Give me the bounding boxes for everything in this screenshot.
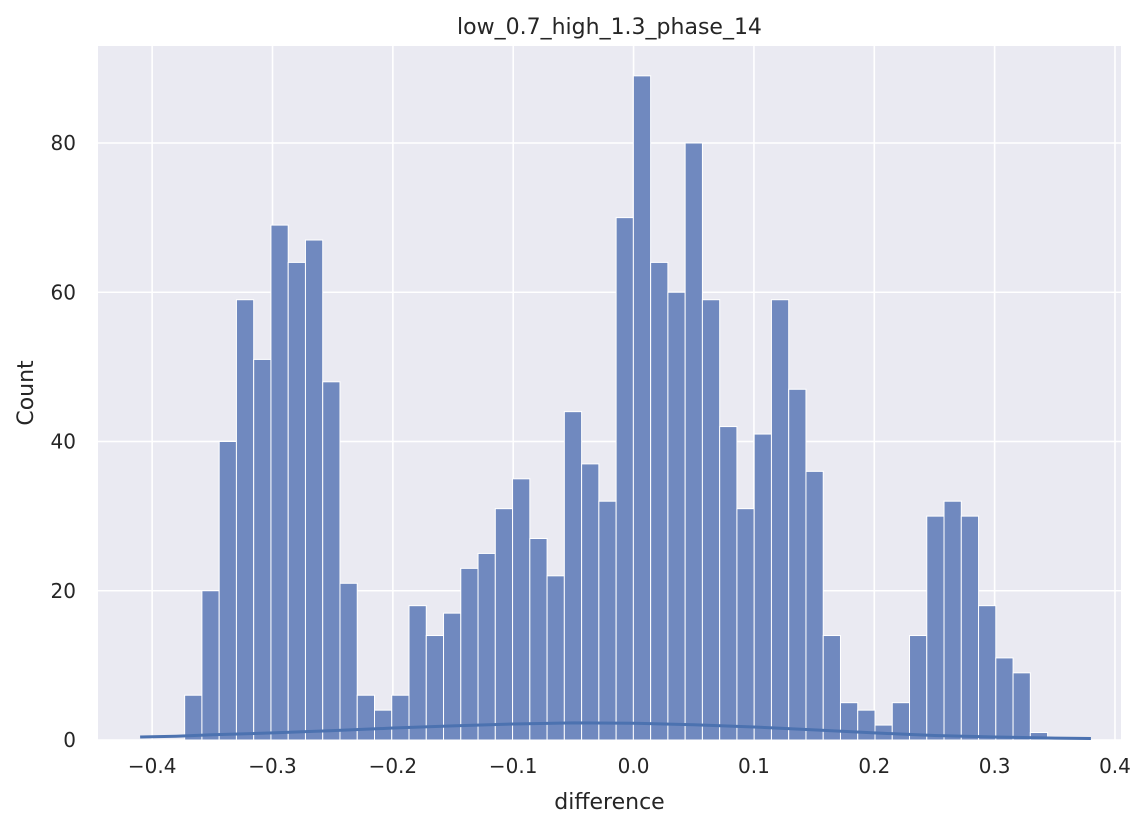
histogram-bar [995,657,1014,741]
histogram-bar [512,478,531,741]
histogram-bar [909,635,928,741]
histogram-bar [943,500,962,741]
histogram-bar [650,261,669,741]
histogram-bar [788,388,807,741]
x-tick-label: −0.4 [128,754,177,778]
histogram-bar [719,426,738,741]
histogram-bar [253,358,272,741]
histogram-bar [926,515,945,741]
histogram-bar [235,299,255,741]
kde-curve [140,721,1091,741]
histogram-bar [339,582,358,741]
x-tick-label: 0.4 [1099,754,1131,778]
x-tick-label: 0.2 [858,754,890,778]
x-tick-label: −0.1 [489,754,538,778]
x-axis-label: difference [554,790,664,815]
histogram-bar [857,709,876,741]
histogram-bar [494,508,514,741]
x-tick-label: 0.3 [979,754,1011,778]
histogram-bar [304,239,324,741]
y-tick-label: 80 [51,131,76,155]
y-tick-label: 60 [51,280,76,304]
histogram-bar [184,694,203,741]
histogram-bar [615,217,634,741]
histogram-bar [736,508,755,741]
histogram-bars [184,75,1049,741]
histogram-bar [408,605,427,741]
y-axis-ticks: 0 20 40 60 80 [51,131,76,752]
histogram-bar [373,709,393,741]
histogram-bar [477,552,496,741]
chart-title: low_0.7_high_1.3_phase_14 [457,15,762,40]
y-tick-label: 40 [51,430,76,454]
histogram-bar [701,299,721,741]
histogram-bar [667,291,686,741]
histogram-bar [546,575,565,741]
histogram-bar [839,702,859,741]
histogram-bar [960,515,980,741]
histogram-bar [270,224,289,741]
histogram-bar [805,470,824,741]
histogram-bar [563,411,583,741]
histogram-bar [978,605,997,741]
histogram-bar [460,567,479,741]
histogram-bar [632,75,652,741]
histogram-bar [770,299,790,741]
y-tick-label: 0 [63,728,76,752]
histogram-bar [581,463,600,741]
x-tick-label: −0.3 [248,754,297,778]
histogram-bar [356,694,375,741]
y-tick-label: 20 [51,579,76,603]
histogram-bar [287,261,306,741]
x-tick-label: 0.1 [738,754,770,778]
histogram-bar [218,441,237,741]
histogram-bar [201,590,220,741]
histogram-bar [598,500,617,741]
histogram-bar [753,433,772,741]
histogram-bar [822,635,841,741]
histogram-bar [529,538,548,741]
histogram-bar [322,381,341,741]
histogram-bar [684,142,703,741]
histogram-bar [425,635,445,741]
histogram-bar [443,612,462,741]
histogram-bar [391,694,410,741]
x-tick-label: 0.0 [618,754,650,778]
x-tick-label: −0.2 [369,754,418,778]
x-axis-ticks: −0.4 −0.3 −0.2 −0.1 0.0 0.1 0.2 0.3 0.4 [128,754,1131,778]
y-axis-label: Count [14,360,39,426]
histogram-bar [1012,672,1031,741]
